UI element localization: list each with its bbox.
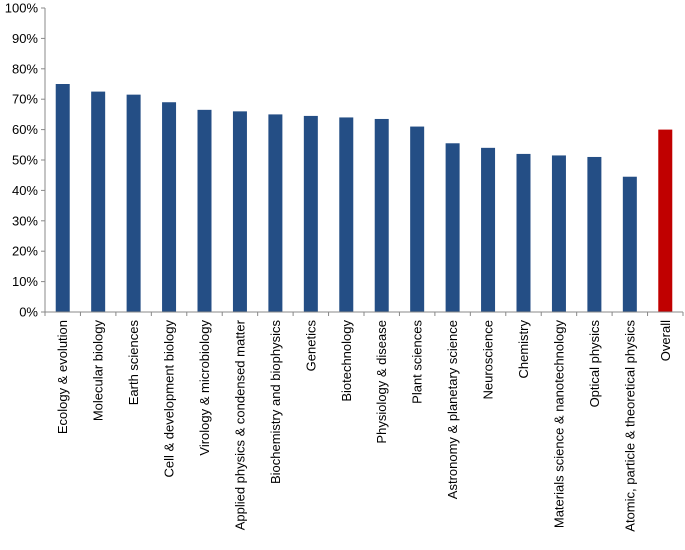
bar-0 — [55, 84, 70, 312]
y-tick-label: 60% — [12, 122, 38, 137]
x-category-label: Biotechnology — [339, 320, 354, 402]
bar-11 — [445, 143, 460, 312]
x-category-label: Virology & microbiology — [197, 320, 212, 456]
y-tick-label: 40% — [12, 183, 38, 198]
bar-2 — [126, 94, 141, 312]
x-category-label: Plant sciences — [410, 320, 425, 404]
bar-16 — [622, 176, 637, 312]
axes — [44, 8, 684, 316]
y-tick-label: 20% — [12, 244, 38, 259]
y-tick-label: 70% — [12, 92, 38, 107]
bar-10 — [410, 126, 425, 312]
y-tick-label: 10% — [12, 274, 38, 289]
x-category-label: Materials science & nanotechnology — [551, 320, 566, 529]
bar-9 — [374, 118, 389, 313]
x-category-label: Overall — [658, 320, 673, 361]
y-tick-label: 30% — [12, 213, 38, 228]
x-category-label: Astronomy & planetary science — [445, 320, 460, 499]
bar-15 — [587, 156, 602, 312]
y-tick-label: 90% — [12, 31, 38, 46]
y-axis-ticks: 0% 10% 20% 30% 40% 50% 60% 70% 80% 90% 100% — [5, 1, 45, 320]
bar-5 — [232, 111, 247, 312]
y-tick-label: 80% — [12, 61, 38, 76]
bar-7 — [303, 115, 318, 312]
x-category-label: Chemistry — [516, 320, 531, 379]
x-category-label: Genetics — [303, 320, 318, 372]
x-category-label: Applied physics & condensed matter — [232, 319, 247, 530]
x-category-label: Optical physics — [587, 320, 602, 408]
bar-17 — [658, 129, 673, 312]
bar-8 — [339, 117, 354, 312]
bar-4 — [197, 109, 212, 312]
y-tick-label: 50% — [12, 153, 38, 168]
y-tick-label: 0% — [19, 305, 38, 320]
x-category-label: Atomic, particle & theoretical physics — [622, 320, 637, 532]
bar-12 — [481, 147, 496, 312]
x-category-label: Neuroscience — [481, 320, 496, 400]
x-axis-labels: Ecology & evolution Molecular biology Eart… — [55, 319, 673, 531]
bar-3 — [162, 102, 177, 313]
x-category-label: Ecology & evolution — [55, 320, 70, 434]
bars — [55, 84, 673, 313]
x-category-label: Earth sciences — [126, 320, 141, 406]
x-category-label: Cell & development biology — [162, 320, 177, 478]
bar-1 — [91, 91, 106, 312]
bar-6 — [268, 114, 283, 313]
x-category-label: Physiology & disease — [374, 320, 389, 444]
x-category-label: Molecular biology — [91, 320, 106, 422]
y-tick-label: 100% — [5, 1, 39, 16]
bar-14 — [551, 155, 566, 312]
x-category-label: Biochemistry and biophysics — [268, 320, 283, 485]
bar-13 — [516, 153, 531, 312]
